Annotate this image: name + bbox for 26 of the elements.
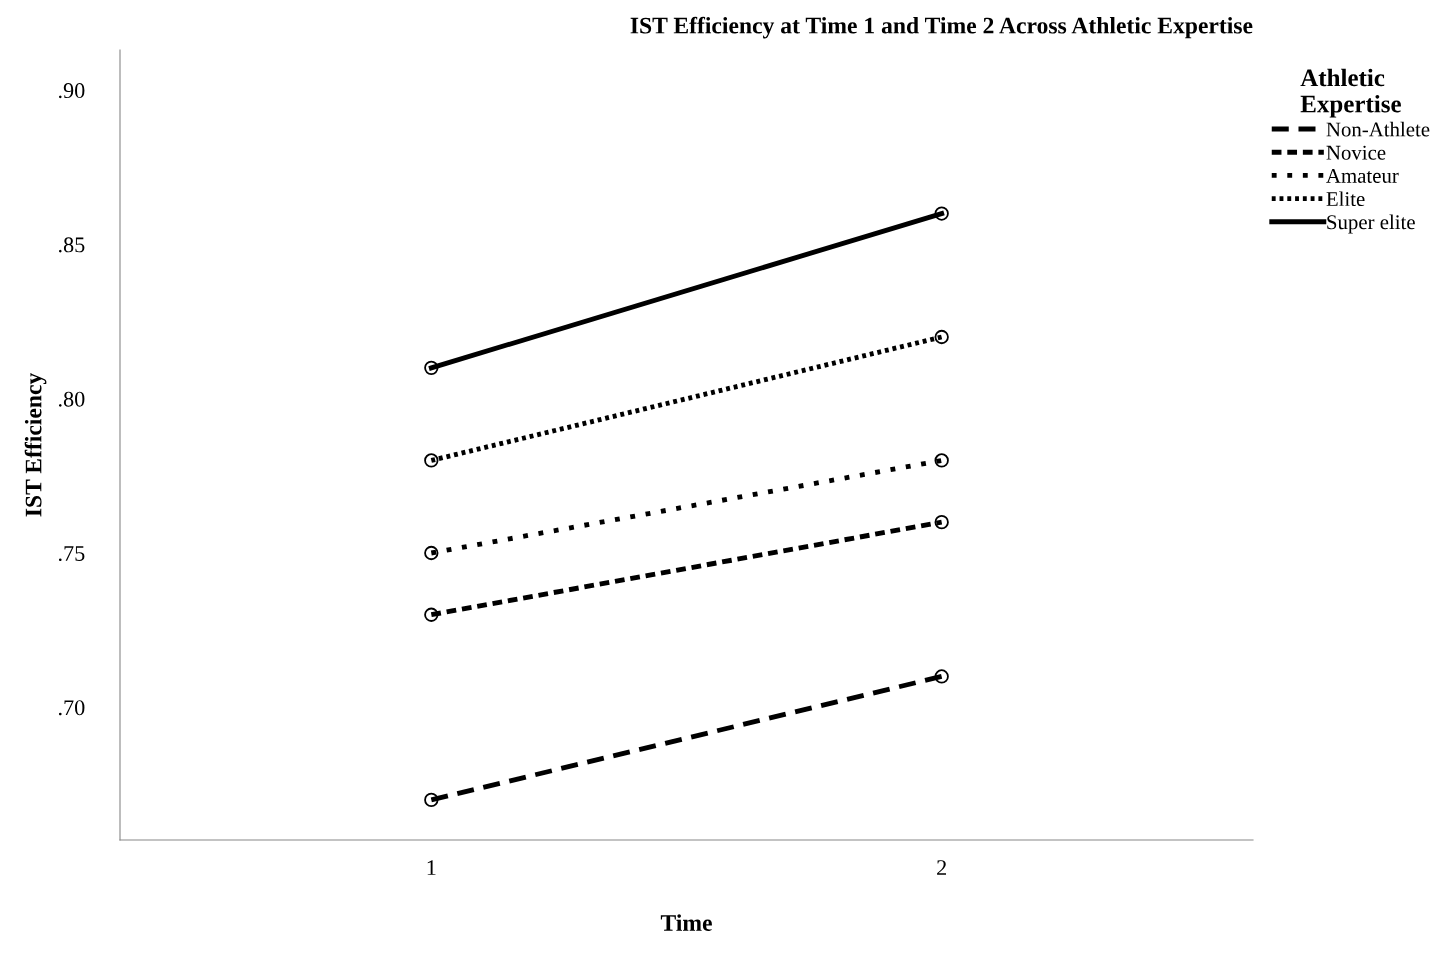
point xyxy=(424,607,439,622)
point xyxy=(424,792,439,808)
point xyxy=(934,514,949,530)
chart-title: IST Efficiency at Time 1 and Time 2 Across Athletic Expertise xyxy=(630,16,1253,39)
y-axis-title: IST Efficiency xyxy=(24,372,47,517)
point xyxy=(934,453,949,468)
y-tick-label: .75 xyxy=(58,546,85,562)
legend-title: Athletic Expertise xyxy=(1300,68,1401,118)
x-tick-label: 1 xyxy=(427,860,436,875)
y-tick-label: .80 xyxy=(58,391,85,407)
point xyxy=(424,453,439,468)
legend-label: Non-Athlete xyxy=(1326,121,1430,137)
point xyxy=(424,360,439,376)
point xyxy=(424,545,439,561)
x-tick-label: 2 xyxy=(937,860,947,875)
legend-label: Novice xyxy=(1326,145,1386,160)
legend-label: Elite xyxy=(1326,191,1365,207)
point xyxy=(934,669,949,684)
point xyxy=(934,329,949,345)
x-axis-title: Time xyxy=(660,914,712,931)
y-tick-label: .85 xyxy=(58,237,85,253)
legend-label: Amateur xyxy=(1326,168,1399,183)
y-tick-label: .90 xyxy=(58,83,85,99)
y-tick-label: .70 xyxy=(58,700,85,716)
legend-label: Super elite xyxy=(1327,214,1415,234)
point xyxy=(934,206,949,221)
